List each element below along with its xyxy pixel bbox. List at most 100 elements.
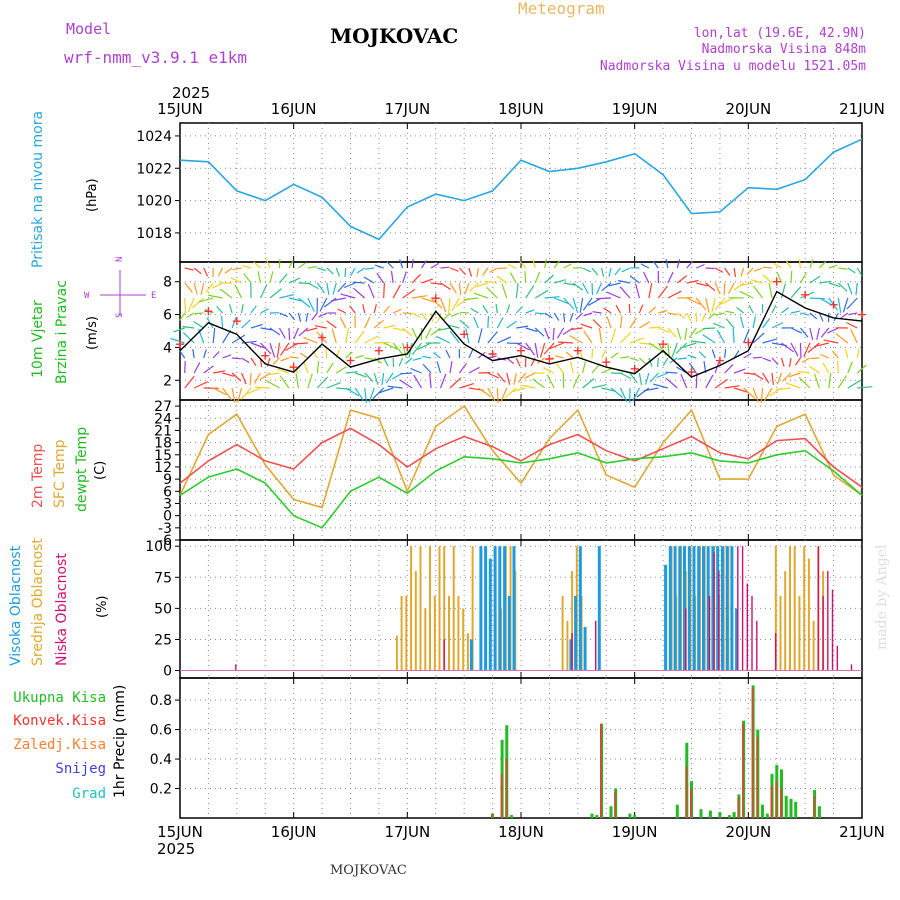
wind-barb — [776, 387, 792, 391]
gust-marker — [517, 346, 525, 355]
cloud-mid-bar — [793, 546, 796, 671]
wind-barb — [608, 267, 612, 277]
wind-barb — [714, 297, 726, 311]
wind-barb — [451, 297, 460, 312]
cloud-high-bar — [469, 639, 473, 671]
y-tick-label: 3 — [163, 496, 172, 512]
wind-barb — [676, 366, 688, 374]
x-tick-label-bottom: 21JUN — [839, 823, 885, 841]
wind-barb — [809, 327, 814, 340]
wind-barb — [253, 372, 262, 384]
wind-barb — [652, 260, 659, 269]
wind-barb — [732, 327, 735, 344]
cloud-mid-bar — [807, 558, 810, 671]
wind-barb — [383, 305, 390, 314]
wind-barb — [288, 327, 291, 341]
wind-barb — [648, 326, 661, 329]
wind-barb — [449, 330, 460, 344]
model-elevation-label: Nadmorska Visina u modelu 1521.05m — [600, 59, 866, 74]
wind-barb — [390, 271, 394, 284]
cloud-low-bar — [595, 620, 597, 671]
wind-barb — [570, 361, 574, 374]
wind-barb — [570, 327, 583, 331]
wind-barb — [776, 372, 783, 385]
wind-barb — [170, 337, 185, 344]
wind-barb — [337, 308, 347, 314]
precip-total-bar — [817, 806, 821, 818]
wind-barb — [553, 312, 560, 321]
cloud-mid-bar — [424, 608, 427, 671]
wind-barb — [385, 372, 394, 384]
wind-barb — [740, 267, 745, 277]
wind-barb — [798, 376, 811, 389]
elevation-label: Nadmorska Visina 848m — [702, 42, 867, 57]
model-label: Model — [66, 20, 111, 38]
x-tick-label-top: 17JUN — [384, 100, 430, 118]
wind-barb — [643, 387, 659, 392]
wind-barb — [213, 370, 226, 374]
x-tick-label-top: 18JUN — [498, 100, 544, 118]
wind-barb — [387, 385, 403, 389]
cloud-mid-bar — [448, 595, 450, 671]
precip-total-bar — [794, 801, 798, 818]
wind-barb — [743, 352, 752, 359]
cloud-high-bar — [597, 546, 601, 671]
cloud-high-bar — [493, 546, 497, 671]
sfc-temp-line — [179, 404, 863, 509]
wind-barb — [539, 342, 546, 358]
wind-barb — [733, 282, 744, 291]
wind-barb — [648, 306, 656, 314]
wind-barb — [701, 312, 707, 322]
wind-barb — [554, 355, 564, 359]
wind-barb — [645, 372, 650, 385]
wind-barb — [439, 297, 447, 313]
wind-barb — [179, 312, 186, 321]
y-tick-label: 4 — [163, 340, 172, 356]
wind-barb — [364, 335, 379, 344]
wind-barb — [269, 288, 282, 299]
wind-barb — [638, 372, 643, 385]
wind-barb — [837, 297, 842, 313]
cloud-mid-bar — [395, 635, 398, 671]
wind-barb — [203, 365, 214, 374]
wind-barb — [760, 387, 764, 403]
wind-barb — [844, 349, 849, 359]
cloud-low-bar — [751, 595, 753, 671]
gust-marker — [687, 368, 696, 377]
wind-barb — [344, 267, 347, 278]
wind-barb — [687, 354, 697, 359]
x-tick-label-bottom: 17JUN — [384, 823, 430, 841]
wind-barb — [532, 378, 546, 389]
x-tick-label-top: 15JUN — [157, 100, 203, 118]
wind-barb — [192, 349, 195, 359]
gust-marker — [431, 294, 440, 303]
gust-marker — [261, 351, 270, 360]
wind-barb — [515, 283, 519, 299]
wind-barb — [216, 305, 224, 314]
wind-barb — [572, 374, 580, 389]
wind-barb — [753, 267, 763, 272]
cloud-low-bar — [746, 583, 748, 671]
wind-barb — [473, 316, 479, 329]
wind-barb — [383, 342, 398, 350]
x-tick-label-bottom: 20JUN — [725, 823, 771, 841]
gust-marker — [318, 333, 327, 342]
precip-conv-bar — [770, 785, 773, 818]
wind-barb — [269, 342, 276, 358]
wind-barb — [714, 267, 724, 273]
wind-barb — [458, 282, 462, 295]
precip-total-bar — [675, 804, 679, 818]
wind-barb — [386, 261, 394, 269]
wind-barb — [331, 328, 337, 344]
wind-barb — [260, 327, 273, 331]
wind-barb — [544, 296, 560, 299]
wind-barb — [850, 329, 858, 344]
wind-barb — [487, 372, 500, 379]
pressure-line — [179, 138, 863, 241]
precip-conv-bar — [600, 723, 602, 818]
wind-barb — [374, 341, 390, 344]
wind-barb — [816, 327, 820, 340]
cloud-low-bar — [235, 664, 237, 671]
wind-barb — [219, 288, 233, 299]
wind-barb — [307, 282, 319, 290]
